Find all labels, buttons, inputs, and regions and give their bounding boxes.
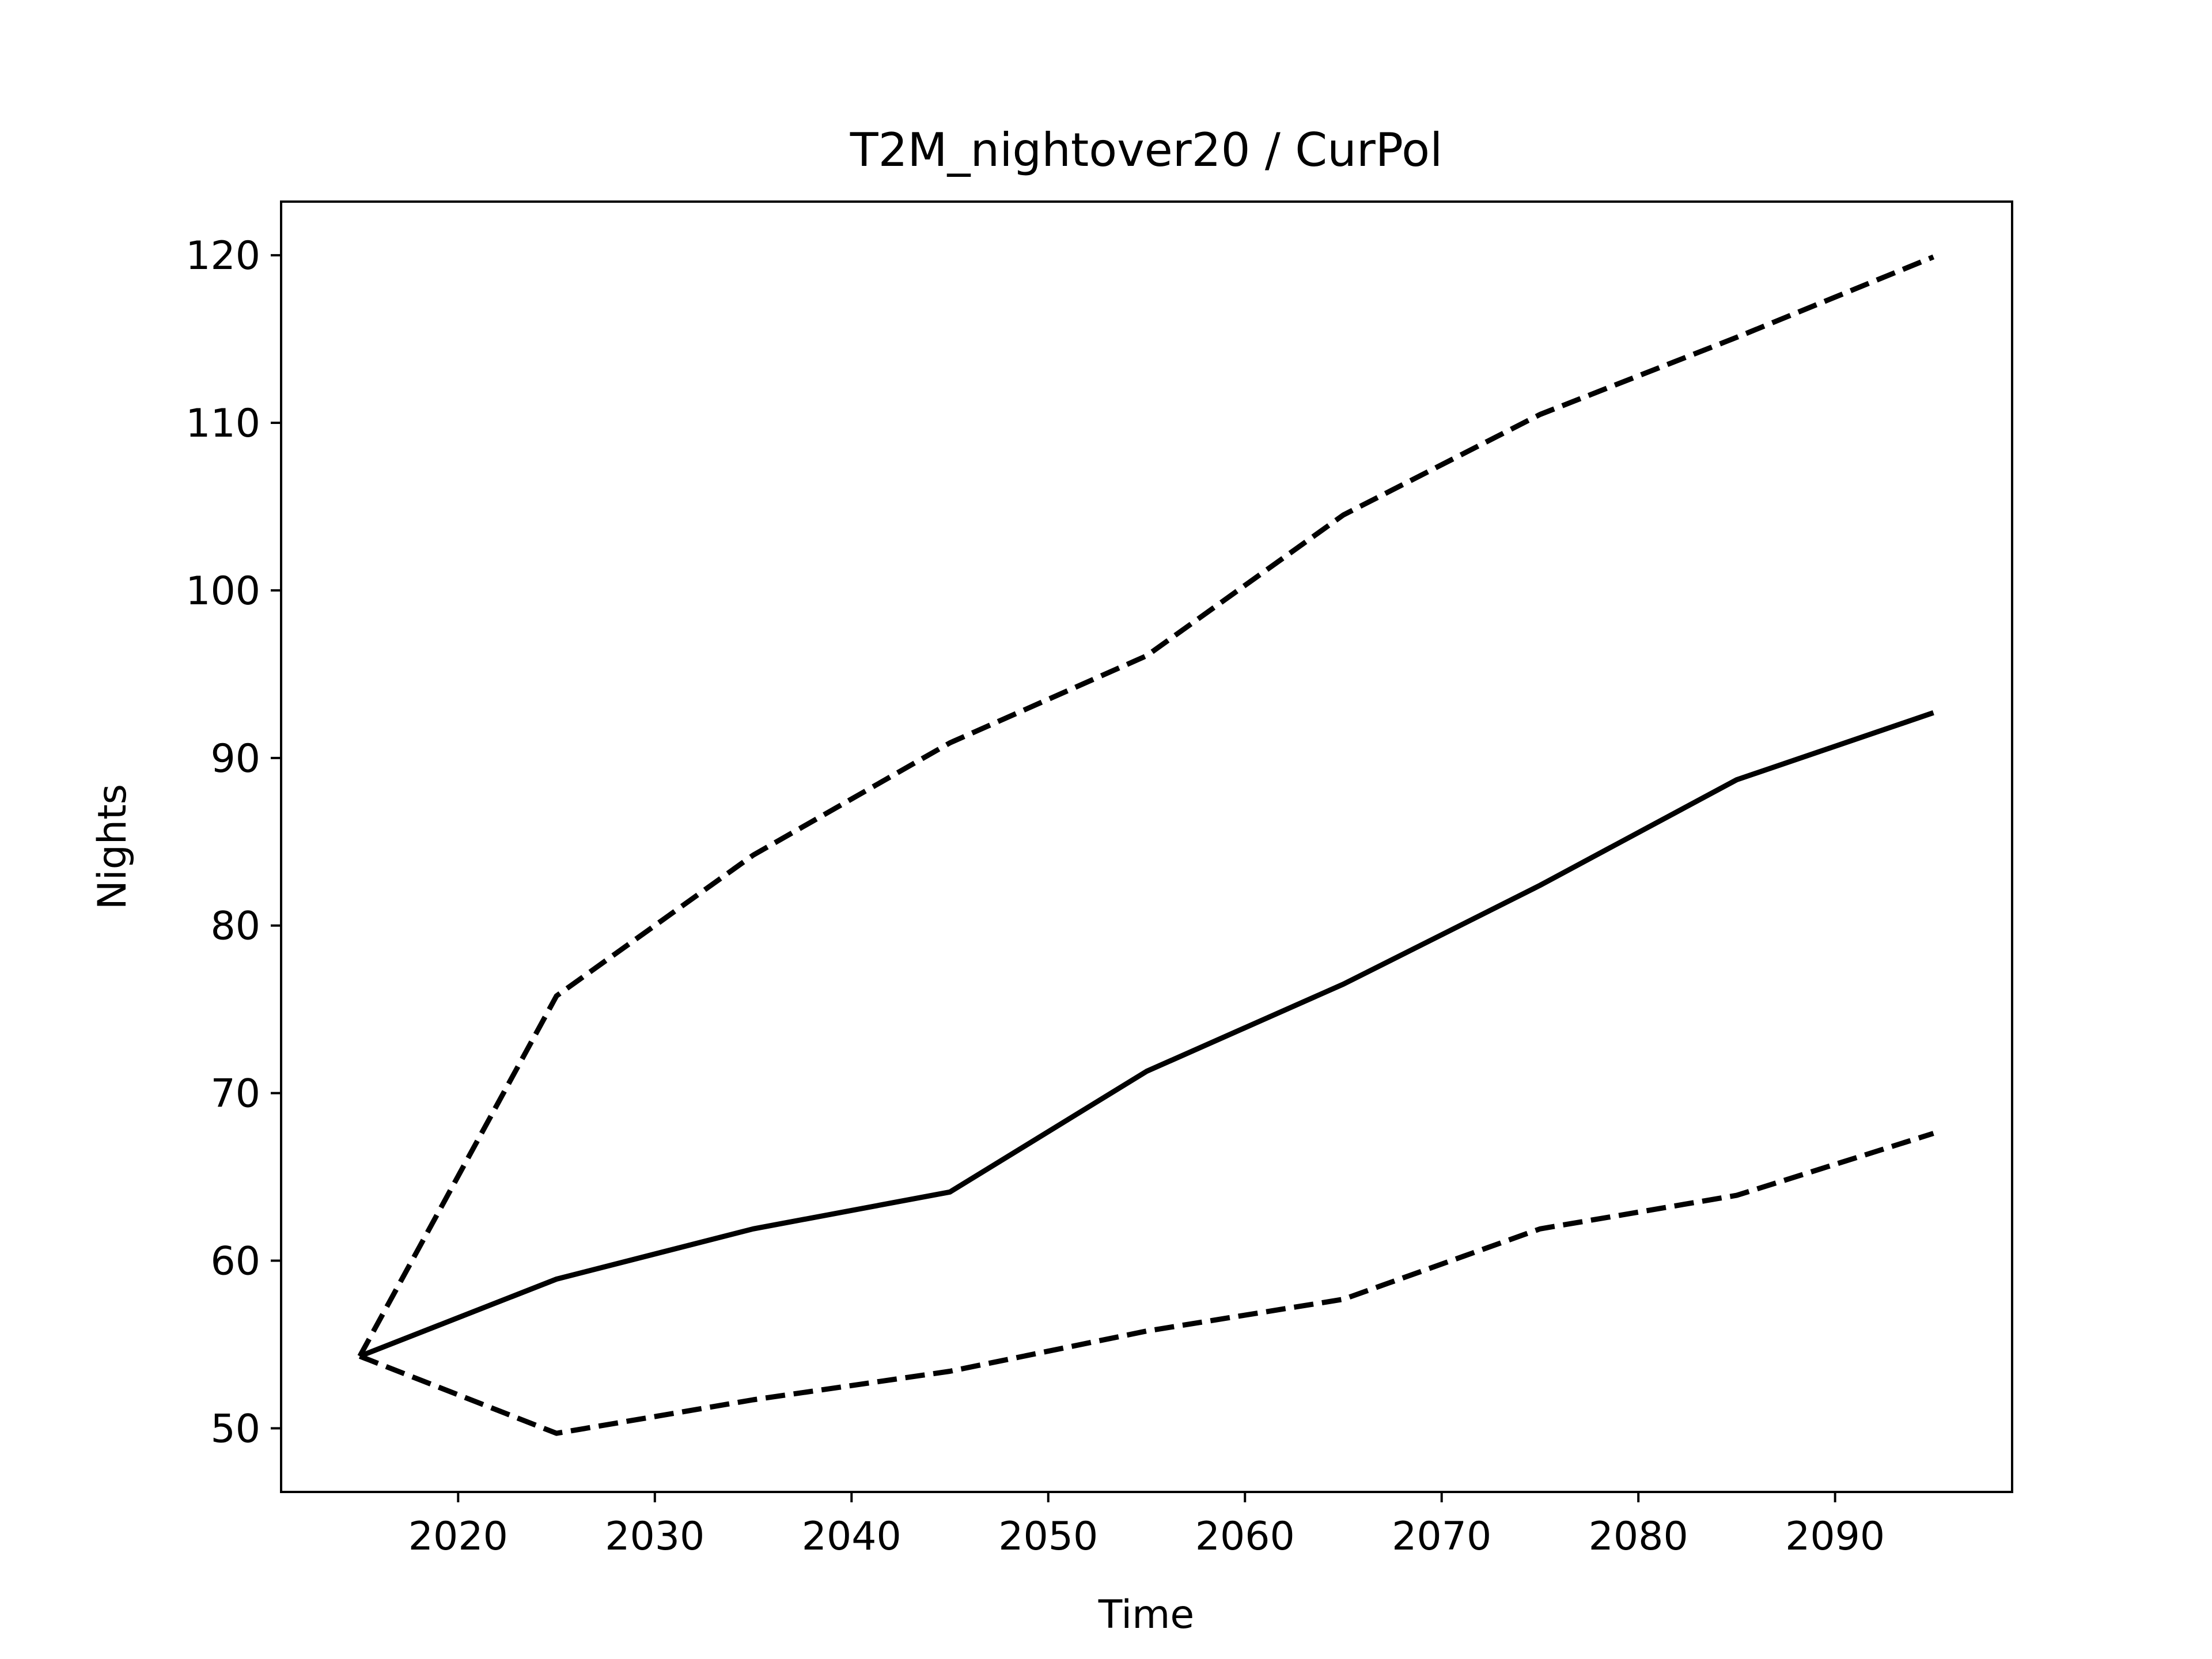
chart-title: T2M_nightover20 / CurPol xyxy=(850,123,1443,177)
x-axis-label: Time xyxy=(1098,1592,1194,1638)
x-tick-label: 2090 xyxy=(1785,1514,1885,1559)
y-axis-label: Nights xyxy=(90,784,135,910)
x-axis-ticks: 2020 2030 2040 2050 2060 2070 2080 2090 xyxy=(408,1492,1885,1559)
x-tick-label: 2030 xyxy=(605,1514,704,1559)
y-axis-ticks: 50 60 70 80 90 100 110 120 xyxy=(185,233,281,1452)
y-tick-label: 60 xyxy=(210,1239,260,1285)
series-line-3 xyxy=(358,1131,1934,1436)
x-tick-label: 2080 xyxy=(1589,1514,1688,1559)
y-tick-label: 70 xyxy=(210,1071,260,1117)
series-line-1 xyxy=(358,710,1934,1359)
y-tick-label: 50 xyxy=(210,1406,260,1452)
y-tick-label: 120 xyxy=(185,233,260,279)
plot-lines xyxy=(357,254,1935,1436)
y-tick-label: 90 xyxy=(210,736,260,782)
y-tick-label: 80 xyxy=(210,904,260,949)
y-tick-label: 100 xyxy=(185,569,260,614)
y-tick-label: 110 xyxy=(185,401,260,446)
x-tick-label: 2060 xyxy=(1195,1514,1295,1559)
x-tick-label: 2050 xyxy=(998,1514,1098,1559)
series-line-2 xyxy=(357,254,1935,1358)
x-tick-label: 2040 xyxy=(802,1514,902,1559)
plot-frame xyxy=(280,200,2013,1493)
x-tick-label: 2070 xyxy=(1392,1514,1491,1559)
x-tick-label: 2020 xyxy=(408,1514,508,1559)
